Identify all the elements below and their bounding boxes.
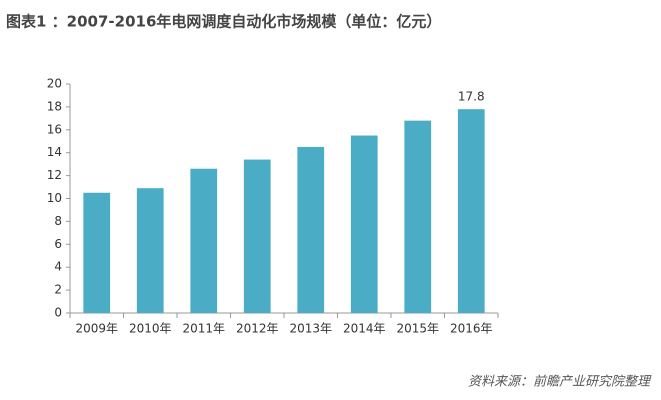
- chart-title: 图表1 ：2007-2016年电网调度自动化市场规模（单位：亿元）: [6, 13, 441, 31]
- x-tick-label: 2009年: [75, 322, 118, 336]
- y-tick-label: 16: [47, 122, 62, 136]
- x-tick-label: 2014年: [343, 322, 386, 336]
- y-tick-label: 12: [47, 168, 62, 182]
- source-note: 资料来源：前瞻产业研究院整理: [468, 374, 652, 390]
- x-tick-label: 2015年: [396, 322, 439, 336]
- bar: [297, 146, 325, 313]
- data-label: 17.8: [458, 90, 485, 104]
- bar: [83, 192, 111, 313]
- y-tick-label: 14: [47, 145, 62, 159]
- bar: [404, 120, 432, 313]
- x-tick-label: 2016年: [450, 322, 493, 336]
- bar: [190, 168, 218, 313]
- y-tick-label: 2: [54, 283, 62, 297]
- x-tick-label: 2011年: [182, 322, 225, 336]
- x-tick-label: 2013年: [289, 322, 332, 336]
- y-tick-label: 8: [54, 214, 62, 228]
- y-tick-label: 0: [54, 306, 62, 320]
- bar: [350, 135, 378, 313]
- y-tick-label: 6: [54, 237, 62, 251]
- y-tick-label: 18: [47, 99, 62, 113]
- y-tick-label: 4: [54, 260, 62, 274]
- bar: [243, 159, 271, 313]
- x-tick-label: 2010年: [129, 322, 172, 336]
- bar: [457, 109, 485, 313]
- y-tick-label: 10: [47, 191, 62, 205]
- bar: [136, 188, 164, 313]
- y-tick-label: 20: [47, 77, 62, 91]
- x-tick-label: 2012年: [236, 322, 279, 336]
